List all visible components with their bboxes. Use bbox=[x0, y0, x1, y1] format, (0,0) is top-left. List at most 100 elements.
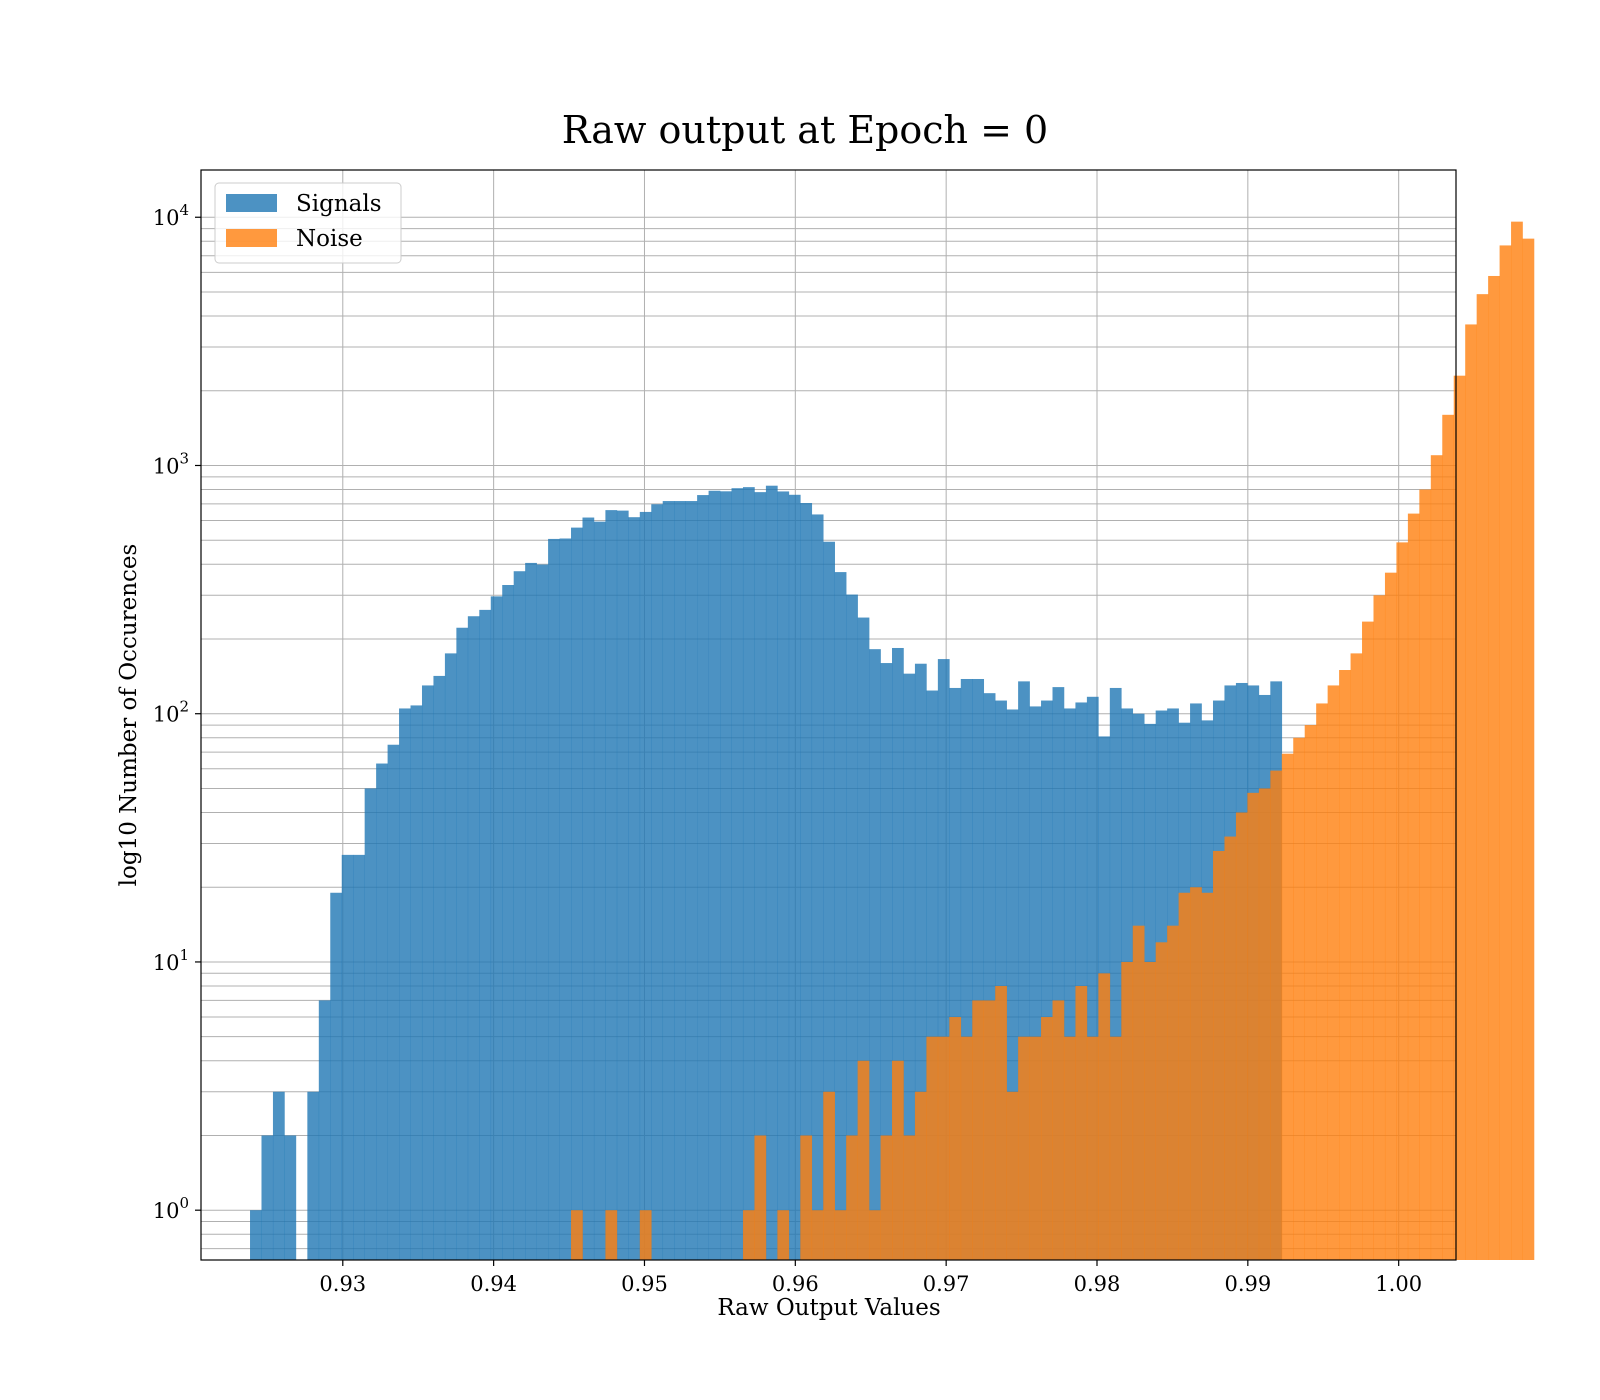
bar-signals bbox=[892, 647, 904, 1260]
bar-noise bbox=[1178, 892, 1191, 1260]
bar-signals bbox=[376, 763, 388, 1260]
x-axis-ticks: 0.93 0.94 0.95 0.96 0.97 0.98 0.99 1.00 bbox=[319, 1260, 1422, 1296]
bar-noise bbox=[1167, 925, 1179, 1260]
y-axis-ticks: 100 101 102 103 104 bbox=[153, 201, 201, 1223]
bar-signals bbox=[353, 854, 365, 1260]
bar-signals bbox=[1063, 708, 1076, 1260]
bar-noise bbox=[1430, 455, 1443, 1260]
bar-signals bbox=[513, 571, 526, 1260]
x-tick-label: 1.00 bbox=[1375, 1272, 1422, 1296]
bar-noise bbox=[1327, 685, 1340, 1260]
bar-signals bbox=[937, 659, 950, 1260]
bar-noise bbox=[1121, 961, 1134, 1260]
plot-frame bbox=[200, 169, 1457, 1261]
bar-noise bbox=[926, 1036, 939, 1260]
bar-noise bbox=[1384, 572, 1397, 1260]
bar-noise bbox=[1075, 986, 1088, 1260]
bar-noise bbox=[972, 1000, 985, 1260]
bar-noise bbox=[823, 1091, 835, 1260]
bar-signals bbox=[1018, 681, 1030, 1260]
bar-noise bbox=[1453, 375, 1466, 1260]
bar-noise bbox=[937, 1036, 950, 1260]
bar-signals bbox=[800, 503, 813, 1260]
bar-noise bbox=[1086, 1036, 1099, 1260]
bar-signals bbox=[502, 585, 514, 1260]
bar-signals bbox=[433, 675, 446, 1260]
bar-noise bbox=[1132, 925, 1145, 1260]
legend-label-signals: Signals bbox=[296, 191, 382, 217]
bar-noise bbox=[949, 1017, 962, 1260]
bar-noise bbox=[1258, 788, 1271, 1260]
x-tick-label: 0.95 bbox=[621, 1272, 668, 1296]
bar-noise bbox=[1316, 703, 1328, 1260]
bar-noise bbox=[1362, 621, 1374, 1260]
bar-signals bbox=[387, 744, 400, 1260]
bar-signals bbox=[1109, 687, 1122, 1260]
bar-noise bbox=[857, 1060, 870, 1260]
bar-noise bbox=[1419, 489, 1432, 1260]
bar-signals bbox=[765, 485, 778, 1260]
y-tick-label: 102 bbox=[153, 698, 189, 727]
bar-signals bbox=[1075, 702, 1088, 1260]
bar-signals bbox=[421, 685, 434, 1260]
bar-signals bbox=[1029, 706, 1042, 1260]
bar-signals bbox=[559, 538, 572, 1260]
bar-noise bbox=[605, 1210, 618, 1260]
bar-signals bbox=[582, 517, 595, 1260]
bar-signals bbox=[399, 708, 411, 1260]
bar-signals bbox=[318, 1000, 331, 1260]
y-tick-label: 101 bbox=[153, 946, 189, 975]
bar-signals bbox=[525, 562, 537, 1260]
bar-noise bbox=[1476, 294, 1489, 1260]
y-tick-label: 100 bbox=[153, 1194, 189, 1223]
bar-noise bbox=[983, 1000, 996, 1260]
bar-signals bbox=[949, 687, 962, 1260]
bar-signals bbox=[548, 538, 560, 1260]
bar-signals bbox=[903, 673, 916, 1260]
bar-noise bbox=[1407, 513, 1420, 1260]
bar-signals bbox=[467, 616, 480, 1260]
x-axis-label: Raw Output Values bbox=[717, 1295, 940, 1321]
x-tick-label: 0.94 bbox=[470, 1272, 517, 1296]
bar-noise bbox=[742, 1210, 755, 1260]
bar-noise bbox=[639, 1210, 652, 1260]
bar-noise bbox=[1499, 245, 1512, 1260]
bar-noise bbox=[1488, 275, 1500, 1260]
bar-noise bbox=[1006, 1091, 1019, 1260]
bar-noise bbox=[571, 1210, 583, 1260]
chart-title: Raw output at Epoch = 0 bbox=[562, 108, 1048, 152]
bar-signals bbox=[341, 854, 354, 1260]
bar-signals bbox=[869, 649, 881, 1260]
bar-signals bbox=[983, 693, 996, 1260]
bar-signals bbox=[720, 491, 732, 1260]
bar-signals bbox=[571, 527, 583, 1260]
legend: Signals Noise bbox=[214, 182, 402, 264]
bar-noise bbox=[1018, 1036, 1030, 1260]
bar-noise bbox=[892, 1060, 904, 1260]
bar-signals bbox=[880, 663, 893, 1260]
bar-signals bbox=[857, 617, 870, 1260]
bar-signals bbox=[272, 1091, 285, 1260]
bar-noise bbox=[754, 1135, 767, 1260]
bar-noise bbox=[1052, 1000, 1065, 1260]
bar-signals bbox=[960, 678, 973, 1260]
bar-noise bbox=[1293, 737, 1306, 1260]
bar-noise bbox=[960, 1036, 973, 1260]
bar-noise bbox=[914, 1091, 927, 1260]
bar-signals bbox=[834, 572, 847, 1260]
bar-signals bbox=[410, 705, 423, 1260]
bar-signals bbox=[307, 1091, 320, 1260]
bar-noise bbox=[1155, 942, 1168, 1260]
bar-noise bbox=[1190, 887, 1202, 1260]
series-noise bbox=[571, 221, 1535, 1261]
x-tick-label: 0.96 bbox=[772, 1272, 819, 1296]
bar-noise bbox=[1396, 542, 1409, 1260]
bar-signals bbox=[479, 609, 492, 1260]
bar-noise bbox=[1270, 770, 1283, 1260]
bar-noise bbox=[777, 1210, 790, 1260]
legend-swatch-noise bbox=[226, 229, 277, 247]
bar-noise bbox=[1281, 753, 1294, 1260]
bar-signals bbox=[995, 700, 1007, 1260]
bar-signals bbox=[364, 788, 377, 1260]
